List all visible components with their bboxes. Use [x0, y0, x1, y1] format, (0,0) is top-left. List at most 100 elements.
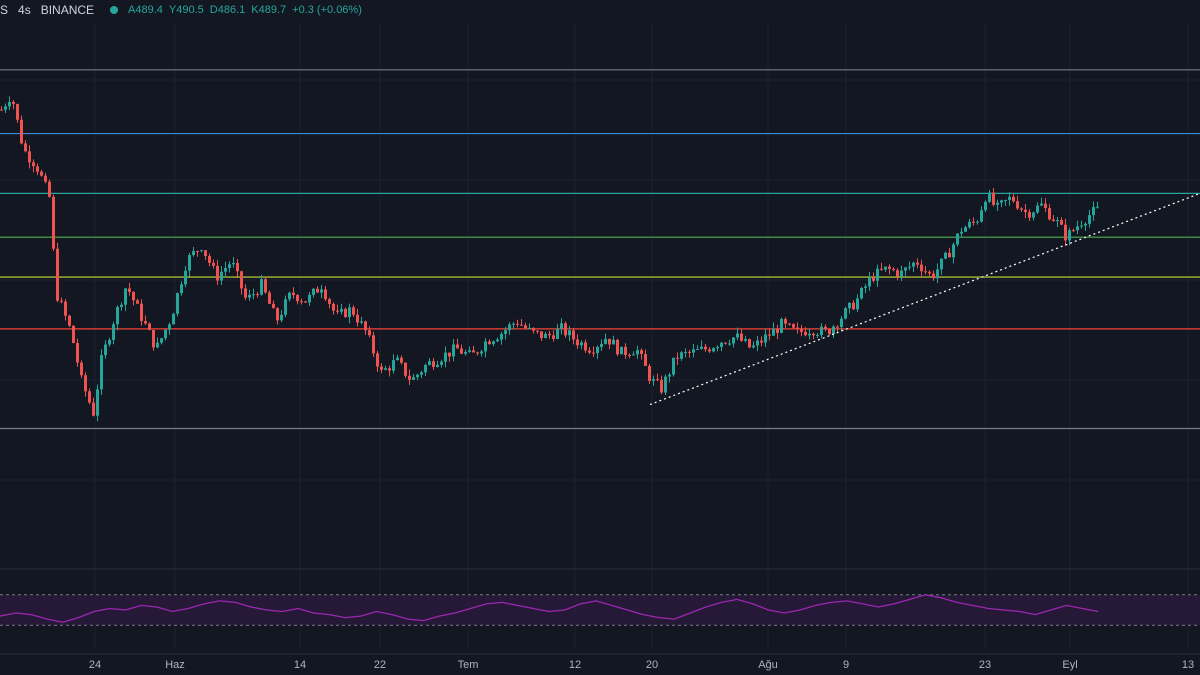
- candle-body: [152, 329, 155, 348]
- horizontal-levels: [0, 69, 1200, 430]
- candle-body: [648, 365, 651, 381]
- candle-body: [476, 352, 479, 354]
- candle-body: [712, 348, 715, 352]
- candle-body: [348, 307, 351, 318]
- interval-label[interactable]: 4s: [18, 3, 31, 17]
- candle-body: [388, 368, 391, 371]
- candle-body: [272, 303, 275, 309]
- candle-body: [540, 331, 543, 339]
- candle-body: [460, 348, 463, 354]
- candle-body: [180, 284, 183, 294]
- candle-body: [888, 266, 891, 269]
- close-value: K489.7: [251, 4, 287, 16]
- candle-body: [208, 256, 211, 263]
- candle-body: [932, 273, 935, 279]
- candle-body: [176, 293, 179, 314]
- candle-body: [744, 339, 747, 341]
- candle-body: [936, 269, 939, 279]
- candle-body: [268, 292, 271, 304]
- candle-body: [484, 341, 487, 352]
- candle-body: [768, 334, 771, 336]
- candle-body: [732, 337, 735, 344]
- candle-body: [740, 333, 743, 341]
- candle-body: [904, 267, 907, 271]
- candle-body: [568, 330, 571, 336]
- candle-body: [1088, 215, 1091, 224]
- candle-body: [468, 350, 471, 353]
- open-value: A489.4: [128, 4, 163, 16]
- candle-body: [20, 119, 23, 144]
- candle-body: [1036, 205, 1039, 213]
- candle-body: [632, 354, 635, 356]
- candle-body: [960, 231, 963, 234]
- candle-body: [876, 268, 879, 281]
- candle-body: [328, 299, 331, 304]
- candle-body: [448, 352, 451, 357]
- candle-body: [60, 300, 63, 302]
- candle-body: [1048, 208, 1051, 220]
- candle-body: [304, 301, 307, 303]
- candle-body: [76, 343, 79, 363]
- candle-body: [456, 344, 459, 349]
- candle-body: [196, 251, 199, 253]
- candle-body: [368, 330, 371, 336]
- candle-body: [1016, 201, 1019, 209]
- candle-body: [944, 252, 947, 259]
- candle-body: [724, 342, 727, 344]
- candle-body: [704, 346, 707, 350]
- candle-body: [200, 250, 203, 252]
- candle-body: [280, 314, 283, 321]
- candle-body: [52, 196, 55, 249]
- x-tick-label: 14: [294, 659, 306, 671]
- candle-body: [168, 324, 171, 330]
- candle-body: [480, 351, 483, 354]
- candle-body: [760, 340, 763, 343]
- candle-body: [408, 375, 411, 380]
- candle-body: [556, 328, 559, 339]
- candle-body: [884, 266, 887, 270]
- candle-body: [636, 350, 639, 355]
- candle-body: [916, 262, 919, 265]
- high-value: Y490.5: [168, 4, 204, 16]
- candle-body: [840, 318, 843, 328]
- candle-body: [92, 402, 95, 416]
- candle-body: [640, 350, 643, 355]
- candle-body: [220, 271, 223, 281]
- candle-body: [300, 301, 303, 303]
- candle-body: [380, 366, 383, 370]
- x-axis-ticks: 24 Haz 14 22 Tem 12 20 Ağu 9 23 Eyl 13: [0, 653, 1200, 671]
- candle-body: [560, 323, 563, 329]
- candle-body: [660, 379, 663, 393]
- candle-body: [572, 330, 575, 340]
- candle-body: [620, 346, 623, 355]
- candle-body: [444, 352, 447, 362]
- candle-body: [668, 374, 671, 377]
- candle-body: [64, 301, 67, 316]
- candle-body: [664, 376, 667, 393]
- candle-body: [644, 354, 647, 366]
- candle-body: [1000, 200, 1003, 203]
- candle-body: [188, 255, 191, 271]
- candle-body: [796, 327, 799, 329]
- candle-body: [504, 330, 507, 334]
- candle-body: [824, 326, 827, 330]
- candle-body: [684, 351, 687, 353]
- symbol-label[interactable]: S: [0, 3, 9, 17]
- candle-body: [1012, 196, 1015, 202]
- candle-body: [1004, 200, 1007, 202]
- candle-body: [912, 262, 915, 267]
- candle-body: [948, 252, 951, 258]
- low-value: D486.1: [209, 4, 246, 16]
- candle-body: [996, 202, 999, 205]
- candle-body: [1040, 203, 1043, 206]
- candle-body: [968, 221, 971, 228]
- trendline[interactable]: [649, 192, 1200, 406]
- market-status-icon: [110, 6, 119, 14]
- candle-body: [800, 328, 803, 332]
- candle-body: [896, 270, 899, 277]
- candle-body: [1008, 196, 1011, 201]
- candle-body: [48, 181, 51, 197]
- candle-body: [628, 354, 631, 356]
